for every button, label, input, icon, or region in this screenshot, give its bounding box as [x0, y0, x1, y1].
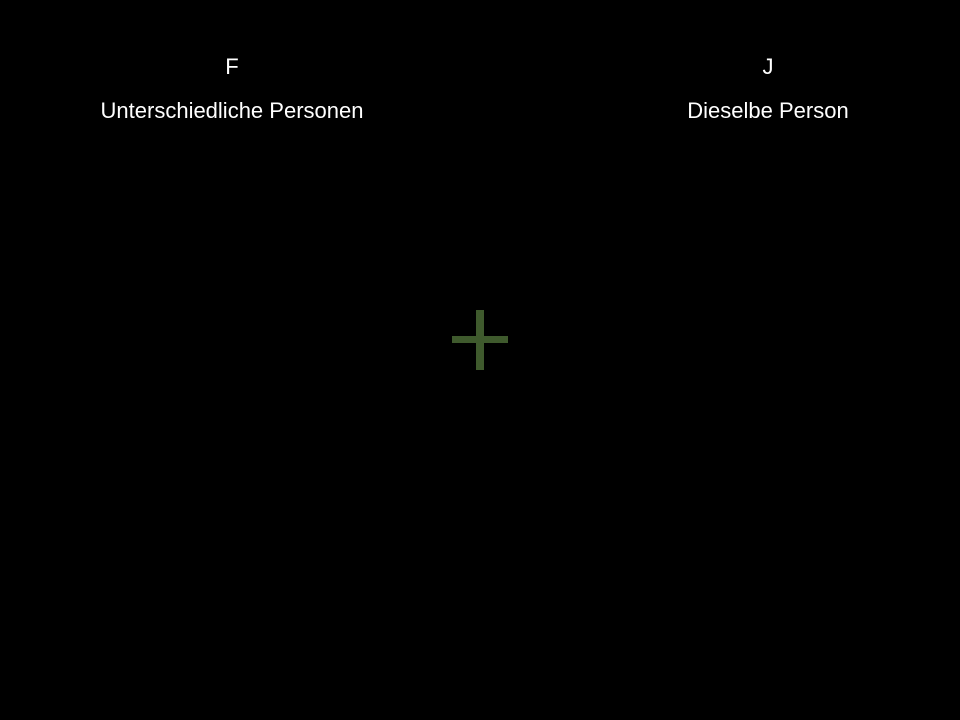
left-response-label: F Unterschiedliche Personen — [62, 52, 402, 126]
left-response-meaning: Unterschiedliche Personen — [100, 98, 364, 123]
right-response-label: J Dieselbe Person — [598, 52, 938, 126]
right-response-meaning: Dieselbe Person — [687, 98, 849, 123]
left-response-key: F — [225, 54, 239, 79]
right-response-key: J — [762, 54, 774, 79]
fixation-cross-icon — [450, 308, 510, 370]
